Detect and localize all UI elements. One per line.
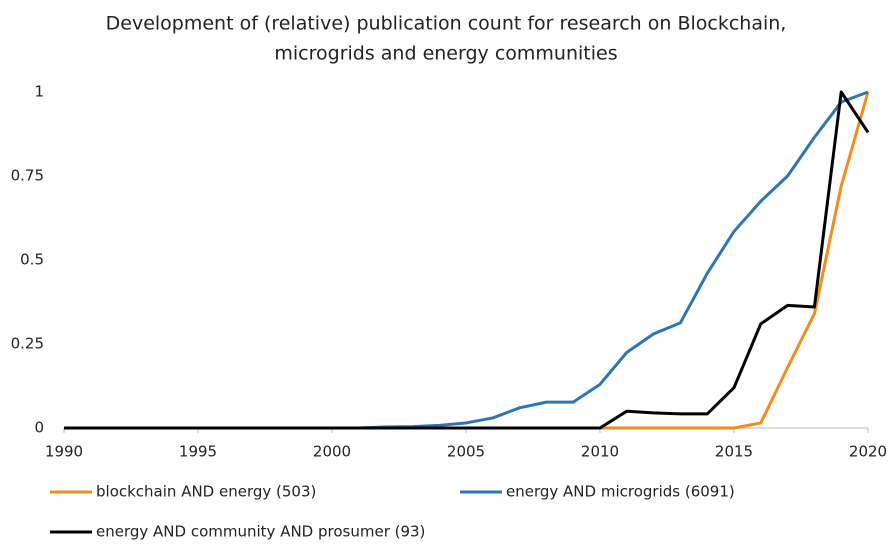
line-series [64,90,870,430]
chart-title: microgrids and energy communities [274,43,617,65]
chart-title: Development of (relative) publication co… [106,13,787,35]
y-tick-label: 0 [34,419,44,437]
legend-label: energy AND microgrids (6091) [506,483,735,501]
x-tick-label: 2000 [313,443,351,461]
x-tick-label: 2005 [447,443,485,461]
y-tick-label: 0.25 [11,335,44,353]
y-tick-label: 1 [34,83,44,101]
x-tick-label: 2020 [849,443,887,461]
legend-label: blockchain AND energy (503) [96,483,316,501]
y-tick-label: 0.75 [11,167,44,185]
x-tick-label: 1995 [179,443,217,461]
y-tick-label: 0.5 [20,251,44,269]
line-series [64,91,870,430]
x-tick-label: 2010 [581,443,619,461]
x-tick-label: 2015 [715,443,753,461]
line-series [64,90,869,430]
x-tick-label: 1990 [45,443,83,461]
legend-label: energy AND community AND prosumer (93) [96,523,425,541]
